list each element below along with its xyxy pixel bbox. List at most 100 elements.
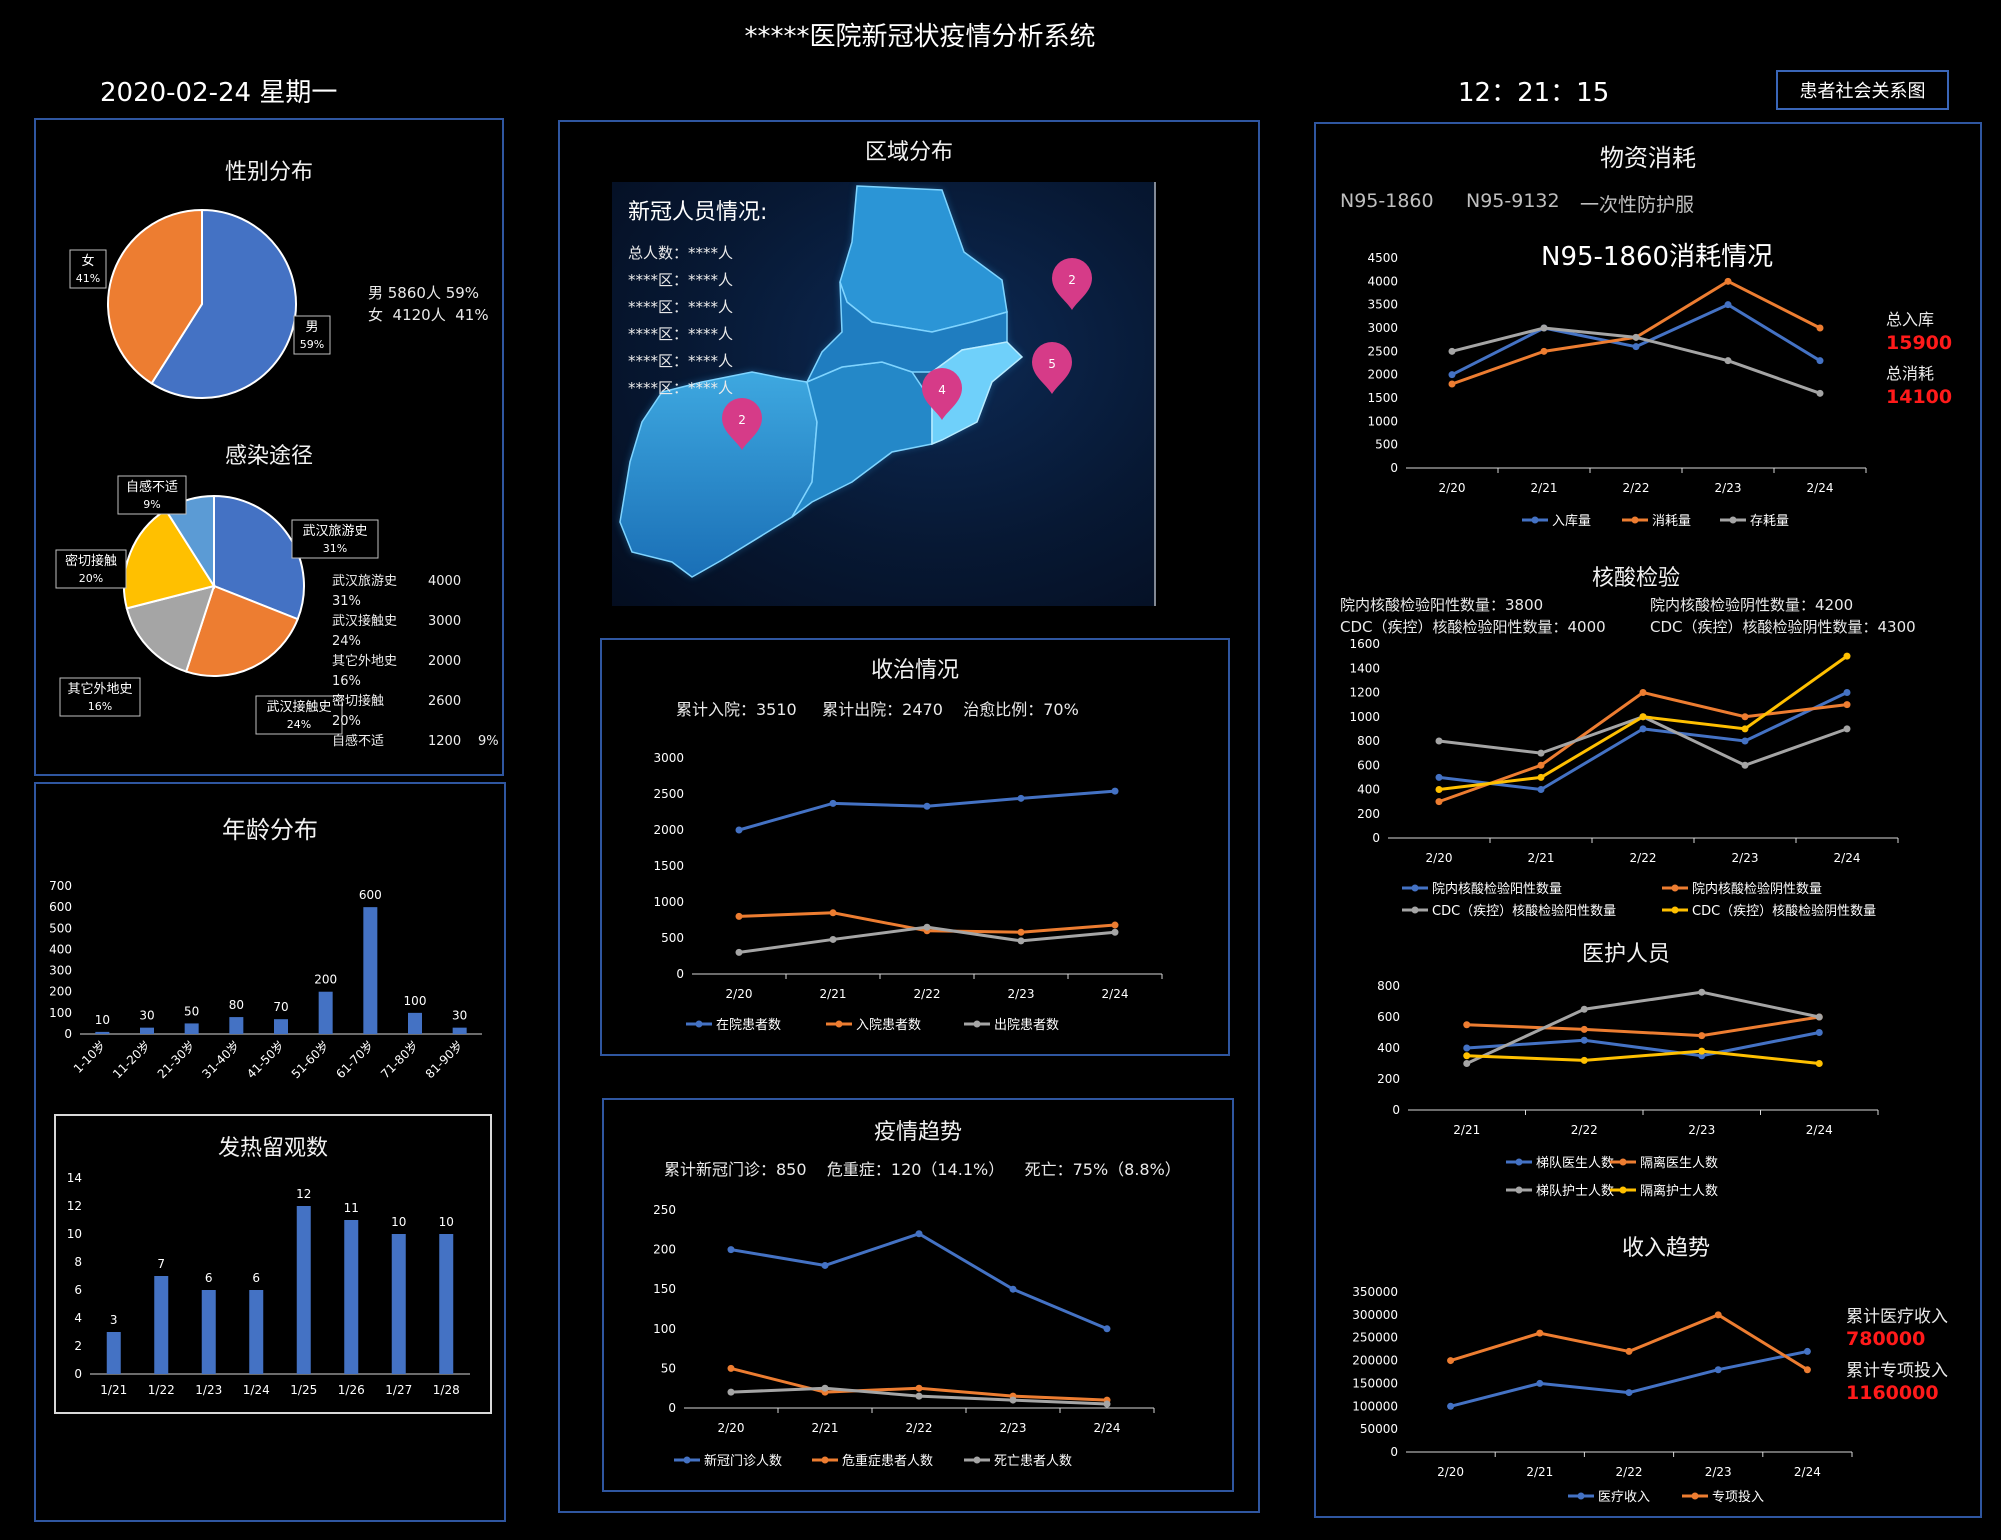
data-point [1537, 773, 1545, 781]
legend-marker [1631, 516, 1639, 524]
infection-row: 自感不适 1200 9% [332, 734, 499, 749]
supply-tab-protective-suit[interactable]: 一次性防护服 [1580, 194, 1695, 216]
infection-row: 密切接触 260020% [332, 694, 462, 729]
date-display: 2020-02-24 星期一 [100, 78, 338, 108]
bar-data-label: 10 [391, 1215, 406, 1229]
pie-label-box [293, 315, 331, 355]
supply-tab-n95-9132[interactable]: N95-9132 [1466, 190, 1560, 212]
x-tick-label: 2/22 [914, 987, 941, 1001]
middle-panel: 区域分布 新冠人员情况: 总人数：****人 ****区：****人 ****区… [558, 120, 1260, 1513]
bar-data-label: 50 [184, 1004, 199, 1018]
fever-bar-chart: 0 2 4 6 8 10 12 14 3 1/21 7 1/22 6 1/23 6 1/24 12 1/25 11 1… [67, 1171, 470, 1397]
map-marker-pin[interactable]: 2 [722, 398, 762, 450]
series-line [1466, 1015, 1820, 1038]
y-tick-label: 1600 [1349, 637, 1380, 651]
nucleic-stat: 院内核酸检验阳性数量：3800 [1340, 596, 1544, 614]
data-point [1540, 324, 1548, 332]
map-marker-pin[interactable]: 2 [1052, 258, 1092, 310]
y-tick-label: 1000 [653, 895, 684, 909]
series-line [1466, 1049, 1820, 1065]
pie-label-box [291, 519, 379, 559]
data-point [829, 935, 837, 943]
y-tick-label: 0 [74, 1367, 82, 1381]
income-stat-label: 累计专项投入 [1846, 1361, 1948, 1381]
pie-label: 其它外地史 16% [59, 677, 141, 717]
bar [95, 1031, 110, 1034]
legend-label: 新冠门诊人数 [704, 1453, 782, 1469]
svg-text:4: 4 [938, 383, 946, 397]
age-fever-panel: 年龄分布 0 100 200 300 400 500 600 700 10 1-10岁 30 11-2… [34, 782, 506, 1522]
data-point [1463, 1021, 1471, 1029]
y-tick-label: 4 [74, 1311, 82, 1325]
data-point [1448, 347, 1456, 355]
supplies-line-chart: 0 500 1000 1500 2000 2500 3000 3500 4000 4500 2/20… [1367, 251, 1867, 529]
pie-label-name: 男 [305, 320, 318, 335]
supplies-chart-title: N95-1860消耗情况 [1541, 242, 1774, 272]
data-point [1537, 786, 1545, 793]
map-marker-pin[interactable]: 5 [1032, 342, 1072, 394]
pie-slice [213, 494, 305, 621]
y-tick-label: 400 [1377, 1041, 1400, 1055]
pie-label-name: 密切接触 [65, 553, 117, 569]
data-point [1447, 1357, 1455, 1365]
x-tick-label: 2/22 [1571, 1123, 1598, 1137]
legend-marker [1515, 1186, 1523, 1194]
y-tick-label: 300000 [1352, 1308, 1398, 1322]
pie-label-pct: 16% [88, 700, 112, 713]
bar [154, 1276, 169, 1374]
relation-graph-button[interactable]: 患者社会关系图 [1776, 70, 1949, 110]
data-point [1111, 928, 1119, 936]
svg-text:2: 2 [738, 413, 746, 427]
legend-marker [835, 1020, 843, 1028]
y-tick-label: 1200 [1349, 686, 1380, 700]
data-point [1580, 1025, 1588, 1033]
pie-label-box [117, 475, 187, 515]
y-tick-label: 10 [67, 1227, 82, 1241]
y-tick-label: 300 [49, 964, 72, 978]
y-tick-label: 250000 [1352, 1331, 1398, 1345]
legend-marker [695, 1020, 703, 1028]
data-point [1580, 1056, 1588, 1064]
region-map[interactable]: 新冠人员情况: 总人数：****人 ****区：****人 ****区：****… [612, 182, 1156, 606]
data-point [1111, 787, 1119, 795]
pie-label-box [55, 549, 127, 589]
bar [344, 1220, 359, 1374]
supply-tab-n95-1860[interactable]: N95-1860 [1340, 190, 1434, 212]
y-tick-label: 0 [676, 967, 684, 981]
gender-legend-female: 女 4120人 41% [368, 306, 489, 324]
x-tick-label: 1/24 [243, 1383, 270, 1397]
bar-data-label: 80 [229, 998, 244, 1012]
data-point [1447, 1402, 1455, 1410]
pie-label-name: 武汉接触史 [266, 699, 331, 715]
bar-data-label: 6 [205, 1271, 213, 1285]
series-line [1466, 1031, 1820, 1058]
nucleic-stat: CDC（疾控）核酸检验阴性数量：4300 [1650, 618, 1916, 636]
y-tick-label: 200 [1377, 1072, 1400, 1086]
legend-label: 存耗量 [1750, 514, 1789, 529]
data-point [1741, 713, 1749, 721]
legend-label: 入库量 [1552, 513, 1591, 529]
data-point [1698, 1047, 1706, 1055]
y-tick-label: 3000 [1367, 321, 1398, 335]
data-point [1639, 713, 1647, 721]
staff-title: 医护人员 [1581, 942, 1670, 967]
pie-slice [123, 508, 216, 610]
data-point [1536, 1379, 1544, 1387]
data-point [1009, 1396, 1017, 1404]
supplies-stat-value: 15900 [1886, 332, 1953, 354]
y-tick-label: 0 [1372, 831, 1380, 845]
bar-data-label: 600 [359, 888, 382, 902]
data-point [1741, 737, 1749, 745]
data-point [829, 799, 837, 807]
data-point [1803, 1347, 1811, 1355]
pie-label: 武汉接触史 24% [255, 695, 343, 735]
pie-label-box [59, 677, 141, 717]
x-tick-label: 11-20岁 [109, 1038, 153, 1082]
y-tick-label: 2500 [1367, 344, 1398, 358]
x-tick-label: 2/21 [1531, 481, 1558, 495]
map-marker-pin[interactable]: 4 [922, 368, 962, 420]
bar-data-label: 6 [252, 1271, 260, 1285]
income-stat-value: 1160000 [1846, 1382, 1939, 1404]
series-line [730, 1232, 1108, 1331]
infection-row: 其它外地史 200016% [332, 654, 462, 689]
